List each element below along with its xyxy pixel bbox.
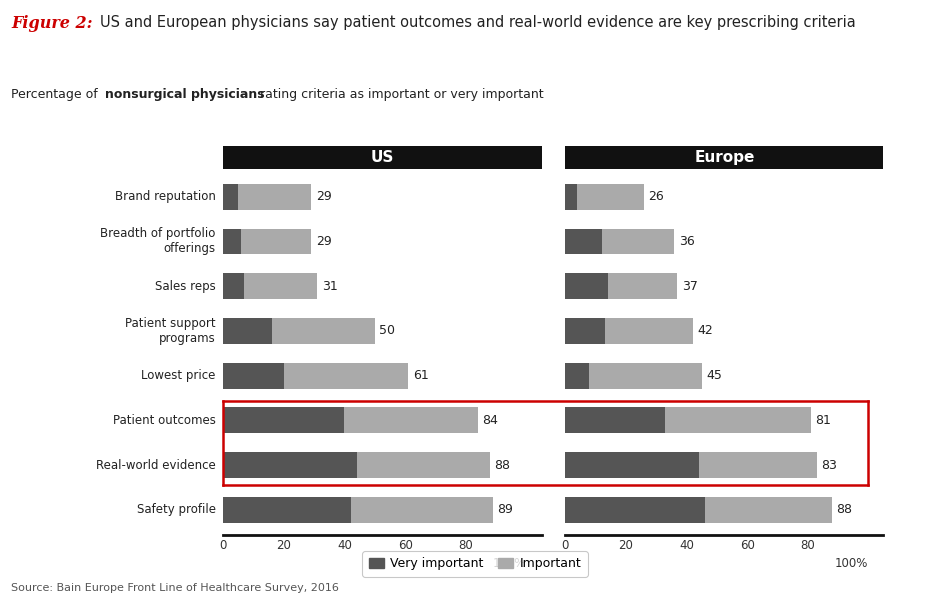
Text: 88: 88 — [495, 458, 510, 472]
Text: Real-world evidence: Real-world evidence — [96, 458, 216, 472]
Text: 83: 83 — [822, 458, 837, 472]
Bar — [578, 184, 644, 210]
Bar — [698, 452, 817, 478]
Bar — [223, 497, 351, 523]
Bar — [351, 497, 493, 523]
Bar — [705, 497, 832, 523]
Text: Patient outcomes: Patient outcomes — [113, 414, 216, 427]
Bar — [223, 228, 241, 254]
Text: 84: 84 — [483, 414, 498, 427]
Bar — [223, 184, 238, 210]
Bar — [238, 184, 312, 210]
Bar — [223, 408, 345, 434]
Bar — [565, 363, 590, 389]
Text: 26: 26 — [649, 190, 664, 204]
Bar — [565, 497, 705, 523]
Text: Sales reps: Sales reps — [155, 280, 216, 293]
Text: Source: Bain Europe Front Line of Healthcare Survey, 2016: Source: Bain Europe Front Line of Health… — [11, 583, 339, 593]
Text: 61: 61 — [412, 369, 428, 382]
Text: 81: 81 — [815, 414, 831, 427]
Text: nonsurgical physicians: nonsurgical physicians — [105, 88, 265, 101]
Bar — [608, 273, 677, 299]
Text: 50: 50 — [379, 324, 395, 338]
Bar — [272, 318, 375, 344]
Text: Safety profile: Safety profile — [137, 503, 216, 516]
Bar — [244, 273, 317, 299]
Text: US and European physicians say patient outcomes and real-world evidence are key : US and European physicians say patient o… — [100, 15, 856, 30]
Bar — [345, 408, 478, 434]
Text: 89: 89 — [498, 503, 513, 516]
Bar — [565, 184, 578, 210]
Bar — [590, 363, 702, 389]
Text: Europe: Europe — [694, 150, 754, 165]
Text: Breadth of portfolio
offerings: Breadth of portfolio offerings — [101, 228, 216, 255]
Bar — [604, 318, 693, 344]
Text: Patient support
programs: Patient support programs — [125, 317, 216, 345]
Text: rating criteria as important or very important: rating criteria as important or very imp… — [256, 88, 544, 101]
Bar — [223, 273, 244, 299]
Bar — [223, 318, 272, 344]
Text: 88: 88 — [837, 503, 852, 516]
Text: US: US — [370, 150, 394, 165]
Text: 29: 29 — [315, 235, 332, 248]
Bar — [565, 452, 698, 478]
Text: 42: 42 — [697, 324, 712, 338]
Text: 45: 45 — [706, 369, 722, 382]
Text: 100%: 100% — [493, 557, 526, 570]
Text: 31: 31 — [322, 280, 337, 293]
Bar — [565, 318, 604, 344]
Bar — [565, 408, 665, 434]
Text: Lowest price: Lowest price — [142, 369, 216, 382]
Text: 37: 37 — [682, 280, 698, 293]
Text: Brand reputation: Brand reputation — [115, 190, 216, 204]
Bar — [223, 363, 284, 389]
Text: 100%: 100% — [835, 557, 868, 570]
Text: Percentage of: Percentage of — [11, 88, 103, 101]
Bar — [284, 363, 408, 389]
Bar — [565, 273, 608, 299]
Legend: Very important, Important: Very important, Important — [363, 551, 587, 577]
Bar — [241, 228, 312, 254]
Bar — [565, 228, 601, 254]
Bar — [223, 452, 356, 478]
Bar — [665, 408, 810, 434]
Text: 36: 36 — [679, 235, 694, 248]
Text: 29: 29 — [315, 190, 332, 204]
Text: Figure 2:: Figure 2: — [11, 15, 93, 32]
Bar — [356, 452, 490, 478]
Bar — [601, 228, 674, 254]
